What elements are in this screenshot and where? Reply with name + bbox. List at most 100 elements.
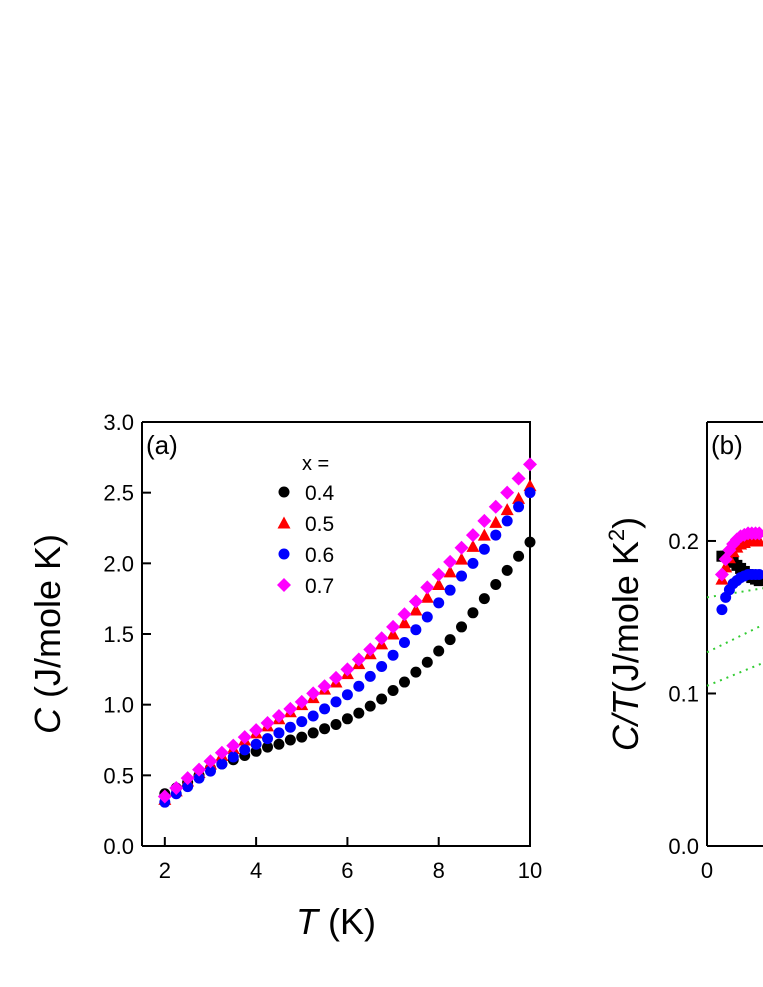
marker — [421, 656, 433, 668]
marker — [203, 754, 218, 769]
marker — [410, 666, 422, 678]
marker — [214, 745, 229, 760]
fit-line — [706, 587, 763, 599]
marker — [398, 636, 410, 648]
marker — [455, 552, 469, 565]
marker — [180, 771, 195, 786]
marker — [204, 765, 216, 777]
marker — [386, 619, 401, 634]
y-tick-label: 0.2 — [668, 529, 699, 554]
marker — [376, 661, 388, 673]
marker — [420, 580, 435, 595]
marker — [511, 471, 526, 486]
y-axis-label: C (J/mole K) — [27, 534, 68, 734]
marker — [465, 528, 480, 543]
marker — [444, 634, 456, 646]
x-tick-label: 4 — [250, 858, 262, 883]
marker — [353, 707, 365, 719]
marker — [192, 762, 207, 777]
marker — [477, 528, 491, 541]
x-tick-label: 0 — [701, 858, 713, 883]
y-axis-label-text: (J/mole K) — [27, 534, 68, 708]
marker — [296, 731, 308, 743]
marker — [467, 557, 479, 569]
marker — [374, 631, 389, 646]
marker — [262, 741, 274, 753]
marker — [296, 716, 308, 728]
marker — [226, 738, 241, 753]
marker — [753, 569, 763, 581]
marker — [454, 540, 469, 555]
marker — [397, 616, 411, 629]
marker — [443, 554, 458, 569]
legend-label: 0.6 — [305, 544, 334, 567]
marker — [227, 751, 239, 763]
y-axis-label: C/T(J/mole K2) — [604, 517, 646, 751]
marker — [398, 676, 410, 688]
y-axis-label-sup: 2 — [604, 529, 629, 541]
marker — [169, 781, 184, 796]
marker — [512, 491, 526, 504]
marker — [306, 686, 321, 701]
marker — [319, 703, 331, 715]
marker — [752, 526, 763, 541]
marker — [433, 597, 445, 609]
marker — [307, 727, 319, 739]
marker — [714, 567, 729, 582]
legend-title: x = — [302, 453, 329, 475]
marker — [387, 685, 399, 697]
marker — [341, 689, 353, 701]
marker — [478, 593, 490, 605]
marker — [216, 758, 228, 770]
y-tick-label: 3.0 — [103, 410, 134, 435]
y-axis-label-italic: C/T — [605, 690, 646, 751]
marker — [478, 543, 490, 555]
marker — [443, 565, 457, 578]
marker — [513, 501, 525, 513]
marker — [490, 579, 502, 591]
legend-label: 0.7 — [305, 575, 334, 598]
marker — [193, 772, 205, 784]
marker — [319, 723, 331, 735]
marker — [477, 513, 492, 528]
x-tick-label: 2 — [159, 858, 171, 883]
marker — [421, 611, 433, 623]
marker — [456, 570, 468, 582]
legend-label: 0.4 — [305, 482, 335, 505]
marker — [431, 567, 446, 582]
marker — [284, 721, 296, 733]
marker — [157, 789, 172, 804]
marker — [353, 680, 365, 692]
y-tick-label: 0.1 — [668, 681, 699, 706]
marker — [351, 652, 366, 667]
marker — [262, 733, 274, 745]
marker — [239, 744, 251, 756]
y-axis-label-text: (J/mole K — [605, 541, 646, 693]
marker — [273, 738, 285, 750]
marker — [410, 624, 422, 636]
marker — [364, 670, 376, 682]
marker — [432, 578, 446, 591]
marker — [273, 727, 285, 739]
marker — [283, 701, 298, 716]
marker — [490, 529, 502, 541]
legend-marker — [278, 486, 290, 498]
marker — [260, 716, 275, 731]
marker — [387, 649, 399, 661]
x-tick-label: 6 — [341, 858, 353, 883]
marker — [444, 584, 456, 596]
marker — [271, 708, 286, 723]
panel: 0.0 0.1 0.2 0 (b) C/T(J/mole K2) — [604, 421, 763, 883]
marker — [330, 696, 342, 708]
y-tick-label: 0.0 — [103, 834, 134, 859]
marker — [523, 457, 537, 472]
legend-marker — [278, 548, 290, 560]
x-axis-label-italic: T — [296, 901, 321, 942]
marker — [397, 607, 412, 622]
marker — [716, 604, 728, 616]
marker — [408, 594, 423, 609]
y-tick-label: 1.0 — [103, 693, 134, 718]
x-axis-label-text: (K) — [318, 901, 376, 942]
x-axis-label: T (K) — [296, 901, 376, 942]
marker — [364, 700, 376, 712]
